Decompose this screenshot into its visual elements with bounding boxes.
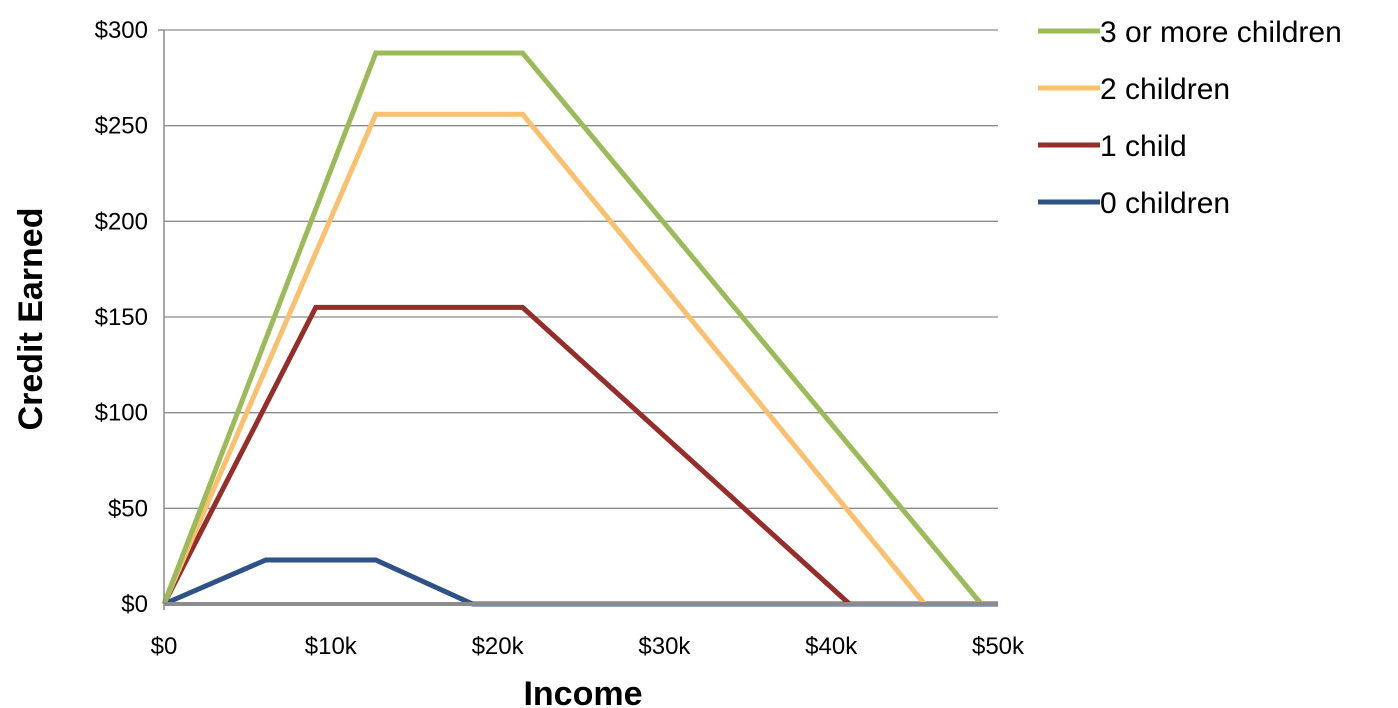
x-axis-title: Income <box>523 675 642 708</box>
axes <box>158 29 998 610</box>
y-tick-label: $100 <box>95 400 148 427</box>
gridlines <box>164 29 998 509</box>
x-tick-label: $30k <box>638 633 691 660</box>
y-tick-label: $0 <box>121 591 148 618</box>
series-line-3 <box>163 557 998 607</box>
x-tick-label: $50k <box>972 633 1025 660</box>
y-tick-label: $250 <box>95 113 148 140</box>
legend: 3 or more children 2 children 1 child 0 chi… <box>1038 16 1342 220</box>
y-tick-label: $50 <box>108 495 148 522</box>
series-line-2 <box>161 304 852 606</box>
series-line-1 <box>161 111 927 606</box>
x-tick-label: $10k <box>305 633 358 660</box>
x-tick-labels: $0 $10k $20k $30k $40k $50k <box>151 633 1025 660</box>
series-line-0 <box>161 50 984 606</box>
x-tick-label: $20k <box>472 633 525 660</box>
legend-label-0: 3 or more children <box>1100 16 1342 49</box>
y-tick-label: $200 <box>95 208 148 235</box>
legend-label-2: 1 child <box>1100 130 1187 163</box>
y-tick-labels: $0 $50 $100 $150 $200 $250 $300 <box>95 17 148 618</box>
x-tick-label: $0 <box>151 633 178 660</box>
y-tick-label: $150 <box>95 304 148 331</box>
x-tick-label: $40k <box>805 633 858 660</box>
legend-label-1: 2 children <box>1100 73 1230 106</box>
y-axis-title: Credit Earned <box>12 208 50 431</box>
legend-label-3: 0 children <box>1100 187 1230 220</box>
y-tick-label: $300 <box>95 17 148 44</box>
series-lines <box>161 50 998 607</box>
